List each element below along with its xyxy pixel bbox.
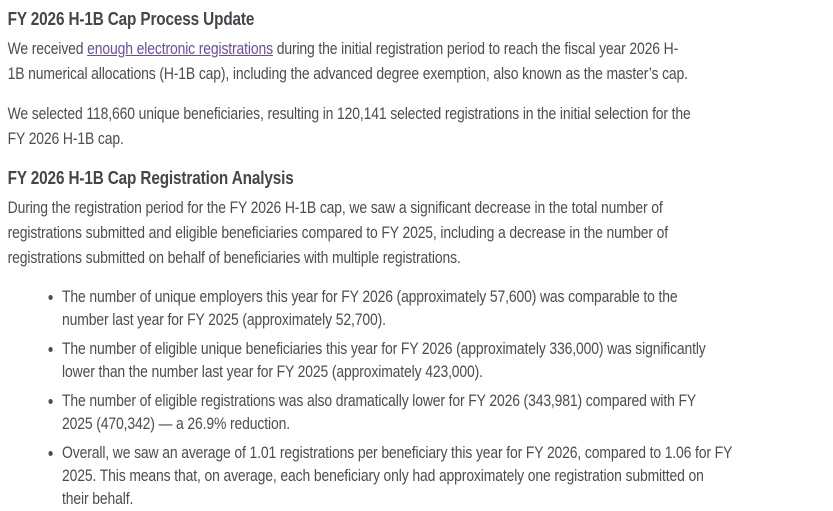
text-after-link: during the initial registration period t… — [7, 40, 688, 83]
list-item: Overall, we saw an average of 1.01 regis… — [62, 442, 825, 511]
list-item: The number of eligible unique beneficiar… — [62, 338, 825, 384]
enough-electronic-registrations-link[interactable]: enough electronic registrations — [87, 40, 273, 58]
paragraph-registrations-received: We received enough electronic registrati… — [8, 37, 826, 87]
list-item: The number of unique employers this year… — [62, 286, 825, 332]
list-item: The number of eligible registrations was… — [62, 390, 825, 436]
analysis-bullet-list: The number of unique employers this year… — [8, 286, 826, 511]
paragraph-analysis-intro: During the registration period for the F… — [7, 199, 669, 267]
text-before-link: We received — [7, 40, 88, 58]
paragraph-selected-beneficiaries: We selected 118,660 unique beneficiaries… — [7, 105, 691, 148]
heading-process-update: FY 2026 H-1B Cap Process Update — [7, 9, 255, 29]
heading-registration-analysis: FY 2026 H-1B Cap Registration Analysis — [7, 168, 294, 188]
